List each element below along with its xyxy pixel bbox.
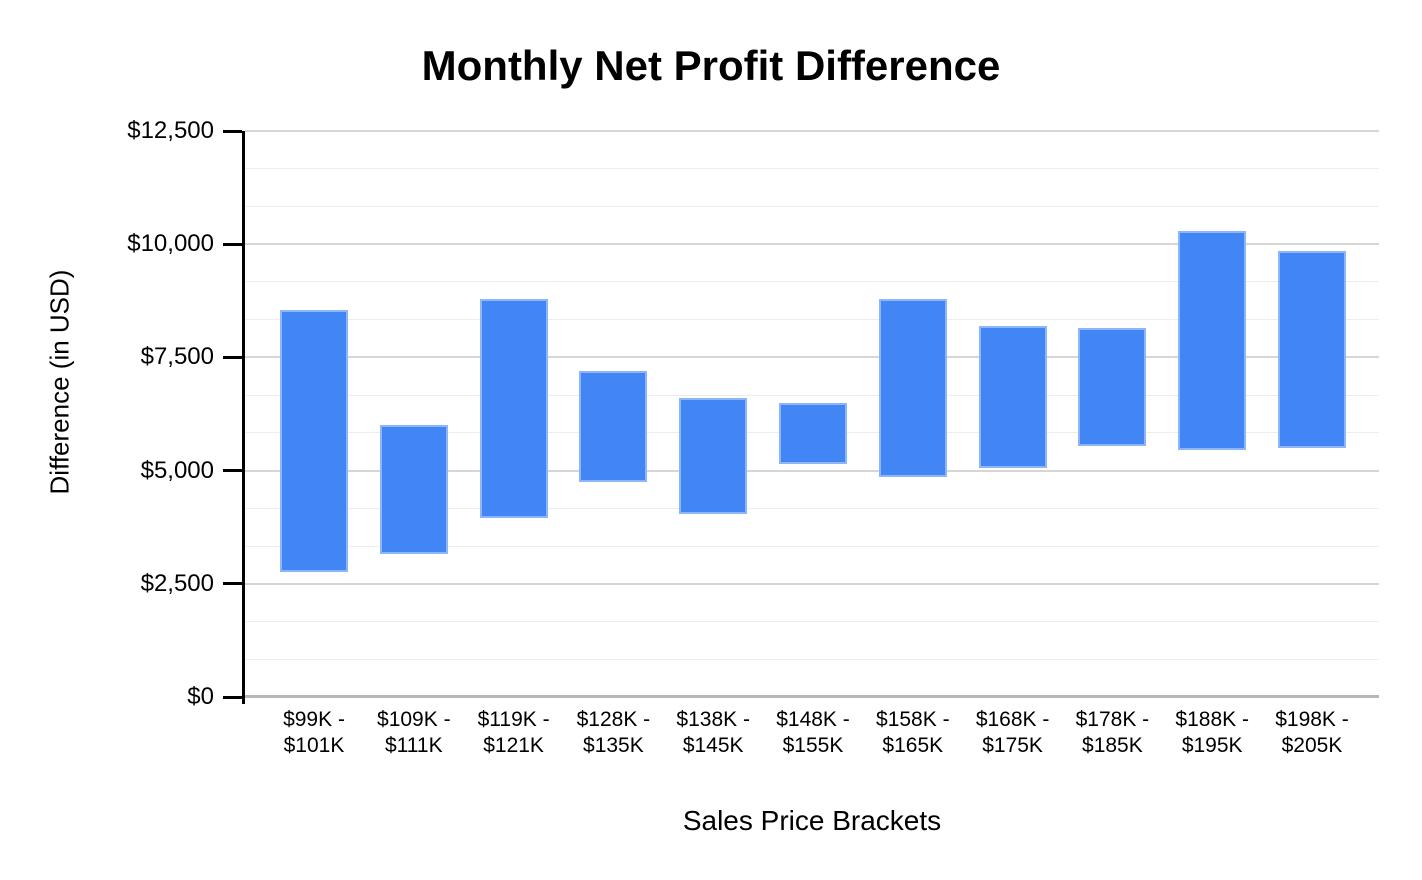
y-axis-tickmark [223,355,242,359]
minor-gridline [245,545,1379,547]
y-axis-line [242,131,245,704]
range-bar-2 [379,425,448,555]
y-axis-tick-label: $7,500 [140,343,214,371]
major-gridline [245,130,1379,132]
range-bar-1 [280,309,348,573]
range-bar-11 [1278,250,1346,448]
x-axis-category-label: $119K - $121K [477,708,550,757]
major-gridline [245,469,1379,472]
x-axis-category-label: $138K - $145K [676,708,750,757]
y-axis-tick-label: $12,500 [127,117,214,144]
range-bar-6 [779,402,847,464]
minor-gridline [245,168,1379,170]
y-axis-tickmark [223,242,242,246]
x-axis-category-label: $168K - $175K [975,708,1050,757]
x-axis-baseline [245,695,1379,698]
range-bar-8 [978,325,1047,469]
y-axis-tickmark [223,582,242,586]
range-bar-10 [1178,230,1247,451]
range-bar-4 [579,370,648,482]
x-axis-category-label: $178K - $185K [1075,708,1150,757]
range-bar-3 [479,298,548,519]
y-axis-tickmark [223,695,242,699]
y-axis-tick-label: $5,000 [140,456,214,484]
range-bar-7 [878,298,947,478]
minor-gridline [245,507,1379,509]
minor-gridline [245,621,1379,623]
minor-gridline [245,281,1379,283]
x-axis-category-label: $148K - $155K [776,708,850,757]
x-axis-category-label: $109K - $111K [377,708,451,757]
minor-gridline [245,205,1379,207]
x-axis-category-label: $128K - $135K [576,708,651,757]
range-bar-9 [1078,327,1147,446]
y-axis-tick-label: $2,500 [140,569,214,597]
x-axis-category-label: $188K - $195K [1175,708,1249,757]
minor-gridline [245,658,1379,660]
major-gridline [245,243,1379,246]
y-axis-tickmark [223,129,242,133]
range-bar-5 [679,398,748,514]
x-axis-title: Sales Price Brackets [682,805,942,836]
x-axis-category-label: $198K - $205K [1275,708,1349,757]
major-gridline [245,582,1379,585]
x-axis-category-label: $99K - $101K [283,708,345,757]
minor-gridline [245,394,1379,396]
major-gridline [245,356,1379,359]
y-axis-tick-label: $10,000 [127,230,214,258]
minor-gridline [245,319,1379,321]
y-axis-tick-label: $0 [187,683,214,710]
y-axis-tickmark [223,469,242,473]
chart-title: Monthly Net Profit Difference [421,42,1001,89]
plot-area [245,130,1379,698]
x-axis-category-label: $158K - $165K [876,708,950,757]
